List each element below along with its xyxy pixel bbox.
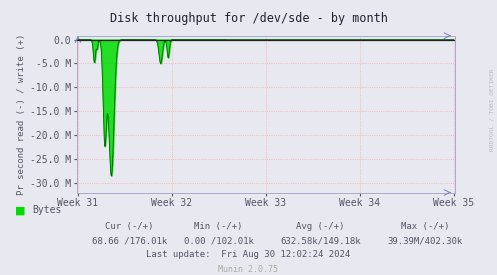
Text: Avg (-/+): Avg (-/+) — [296, 222, 345, 231]
Text: 68.66 /176.01k: 68.66 /176.01k — [91, 236, 167, 245]
Text: Munin 2.0.75: Munin 2.0.75 — [219, 265, 278, 274]
Text: RRDTOOL / TOBI OETIKER: RRDTOOL / TOBI OETIKER — [490, 69, 495, 151]
Text: 39.39M/402.30k: 39.39M/402.30k — [387, 236, 463, 245]
Text: Max (-/+): Max (-/+) — [401, 222, 449, 231]
Text: Bytes: Bytes — [32, 205, 62, 215]
Text: ■: ■ — [15, 205, 25, 215]
Y-axis label: Pr second read (-) / write (+): Pr second read (-) / write (+) — [17, 34, 26, 195]
Text: Last update:  Fri Aug 30 12:02:24 2024: Last update: Fri Aug 30 12:02:24 2024 — [147, 250, 350, 259]
Text: Cur (-/+): Cur (-/+) — [105, 222, 154, 231]
Text: Disk throughput for /dev/sde - by month: Disk throughput for /dev/sde - by month — [109, 12, 388, 25]
Text: Min (-/+): Min (-/+) — [194, 222, 243, 231]
Text: 0.00 /102.01k: 0.00 /102.01k — [184, 236, 253, 245]
Text: 632.58k/149.18k: 632.58k/149.18k — [280, 236, 361, 245]
